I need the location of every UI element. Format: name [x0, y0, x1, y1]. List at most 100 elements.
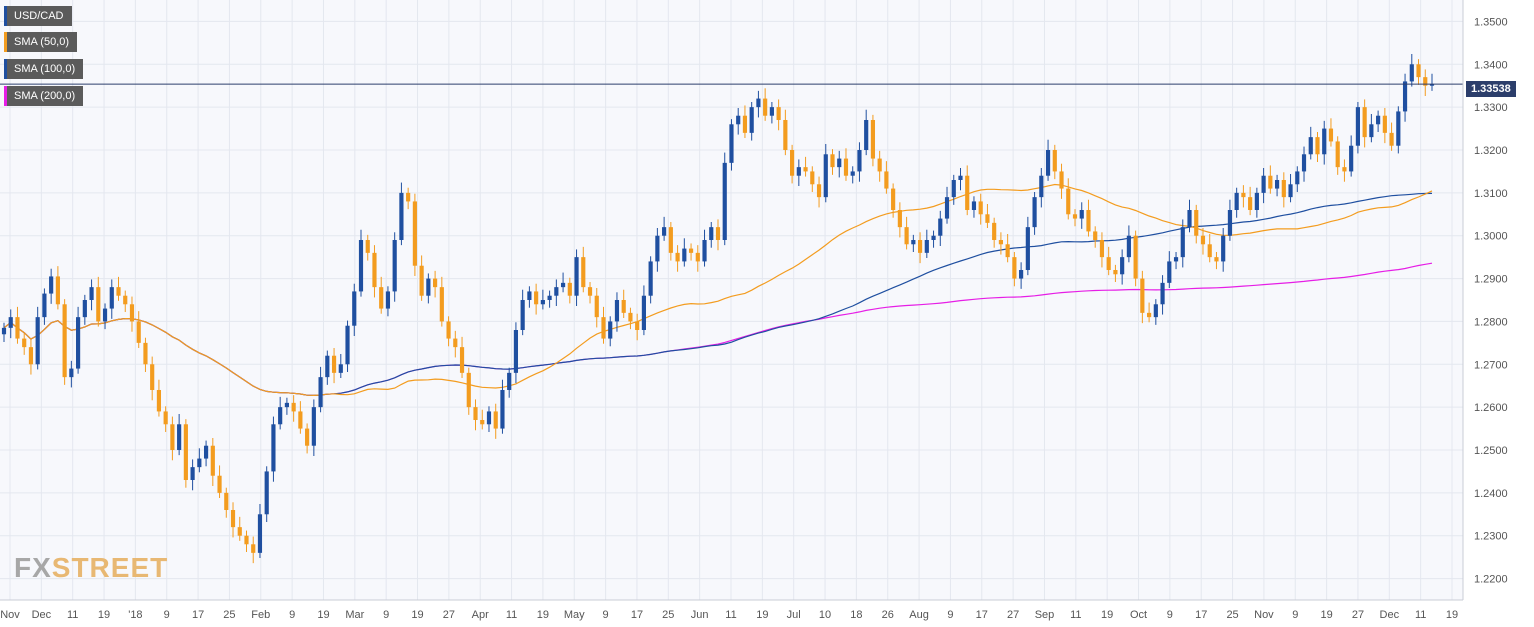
x-tick-label: 11	[1070, 609, 1081, 621]
candle-down	[998, 240, 1003, 245]
candle-down	[715, 227, 721, 240]
candle-down	[1005, 244, 1010, 258]
legend-swatch	[4, 32, 7, 52]
x-tick-label: 9	[1167, 609, 1173, 621]
candle-up	[736, 115, 741, 125]
candle-down	[816, 184, 822, 198]
candle-down	[1214, 257, 1219, 262]
candle-up	[924, 240, 929, 253]
y-tick-label: 1.3000	[1474, 231, 1508, 243]
candle-up	[69, 368, 74, 378]
candle-down	[1194, 210, 1199, 236]
candle-up	[662, 227, 667, 236]
candle-up	[938, 218, 943, 236]
candle-down	[419, 265, 424, 296]
candle-up	[311, 407, 316, 446]
candle-down	[291, 402, 296, 412]
x-tick-label: 9	[947, 609, 953, 621]
candle-up	[1039, 175, 1044, 198]
candle-up	[257, 514, 263, 553]
candle-up	[89, 287, 94, 300]
candle-up	[857, 150, 862, 172]
y-axis: 1.3500 1.3400 1.3300 1.3200 1.3100 1.3000 1.29…	[1462, 0, 1508, 600]
candle-down	[1072, 214, 1078, 219]
candle-down	[1012, 257, 1017, 279]
y-tick-label: 1.3100	[1474, 188, 1508, 200]
candle-down	[1113, 270, 1118, 275]
candle-down	[1059, 171, 1064, 189]
candle-down	[331, 355, 337, 373]
x-tick-label: Oct	[1130, 609, 1147, 621]
candle-down	[123, 295, 128, 305]
candle-down	[15, 317, 20, 339]
candle-up	[1322, 128, 1327, 155]
candle-down	[156, 390, 162, 412]
candle-up	[931, 235, 936, 240]
candle-up	[520, 300, 525, 330]
candle-up	[507, 372, 512, 390]
legend-sma200: SMA (200,0)	[4, 86, 84, 106]
x-tick-label: 27	[1352, 609, 1364, 621]
candle-down	[628, 312, 633, 322]
candle-down	[116, 287, 121, 296]
candle-down	[224, 492, 229, 510]
candle-up	[971, 201, 977, 210]
candle-up	[1032, 197, 1037, 228]
x-tick-label: Dec	[32, 609, 52, 621]
candle-down	[1362, 107, 1367, 138]
y-tick-label: 1.2900	[1474, 274, 1508, 286]
candle-up	[385, 291, 391, 309]
candle-down	[1328, 128, 1334, 142]
y-tick-label: 1.3300	[1474, 102, 1508, 114]
sma-50-path	[3, 183, 1433, 397]
candle-up	[1301, 154, 1307, 172]
candle-up	[769, 107, 774, 116]
current-price-tag: 1.33538	[1466, 81, 1516, 97]
x-tick-label: 19	[98, 609, 110, 621]
x-tick-label: 10	[819, 609, 831, 621]
candle-up	[399, 192, 404, 240]
candle-down	[136, 321, 141, 343]
candle-up	[1173, 257, 1179, 262]
candle-down	[183, 424, 188, 480]
legend-sma50: SMA (50,0)	[4, 32, 78, 52]
candle-up	[1234, 192, 1239, 210]
y-tick-label: 1.2700	[1474, 359, 1508, 371]
candle-down	[1241, 192, 1246, 198]
candle-down	[1315, 137, 1320, 155]
legend-swatch	[4, 86, 7, 106]
candle-up	[1254, 192, 1259, 210]
candle-down	[1268, 175, 1273, 189]
candle-down	[163, 411, 168, 425]
candle-down	[581, 257, 586, 288]
legend-label: SMA (50,0)	[14, 36, 70, 48]
candles	[1, 54, 1435, 564]
candle-up	[1295, 171, 1300, 185]
candle-down	[904, 227, 909, 245]
candle-down	[493, 411, 498, 429]
candle-down	[534, 291, 539, 305]
candle-down	[22, 338, 27, 348]
candle-up	[1349, 145, 1354, 172]
candle-down	[790, 150, 795, 176]
candle-up	[76, 317, 81, 369]
x-tick-label: 25	[1226, 609, 1238, 621]
x-tick-label: Apr	[472, 609, 489, 621]
candle-up	[1, 327, 7, 335]
candle-up	[352, 291, 357, 326]
x-tick-label: 9	[289, 609, 295, 621]
candle-down	[1066, 188, 1071, 215]
y-tick-label: 1.2400	[1474, 488, 1508, 500]
candle-down	[567, 282, 572, 296]
candle-up	[749, 107, 754, 133]
x-tick-label: 17	[1195, 609, 1207, 621]
legend-usdcad: USD/CAD	[4, 6, 72, 26]
candle-down	[379, 287, 384, 309]
y-tick-label: 1.2300	[1474, 531, 1508, 543]
candle-down	[412, 201, 417, 266]
x-tick-label: 25	[662, 609, 674, 621]
candle-up	[35, 317, 40, 365]
candle-down	[1106, 257, 1111, 270]
candle-up	[864, 120, 869, 150]
candle-up	[1429, 84, 1435, 86]
